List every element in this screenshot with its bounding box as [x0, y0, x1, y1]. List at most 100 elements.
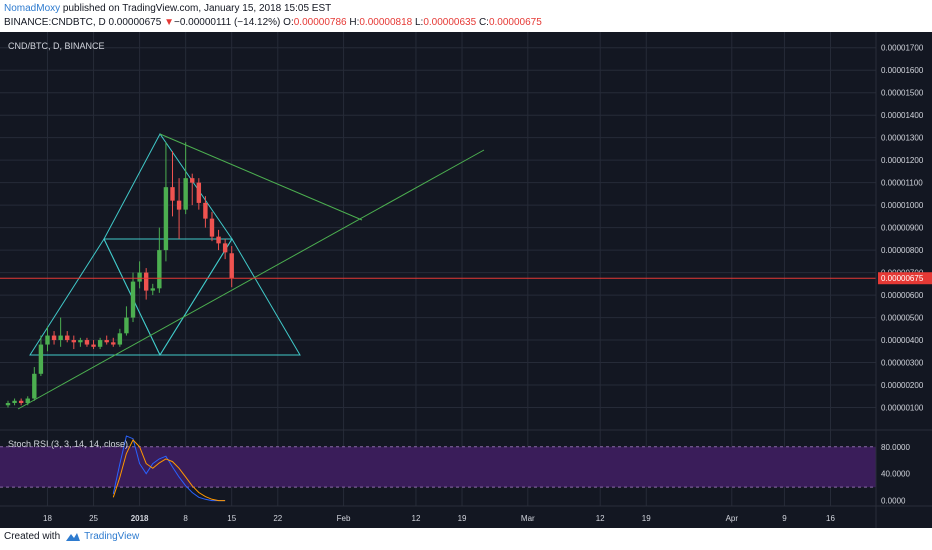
high-label: H: — [349, 17, 360, 28]
high-value: 0.00000818 — [359, 17, 413, 28]
candle-down — [229, 246, 234, 288]
candle-up — [97, 337, 103, 350]
stoch-rsi-axis[interactable]: 80.0000 40.0000 0.0000 — [881, 443, 910, 506]
change-arrow: ▼ — [164, 17, 174, 28]
candle-body — [111, 342, 116, 345]
candle-down — [196, 178, 202, 210]
time-tick-label: 22 — [273, 514, 282, 523]
price-tick-label: 0.00001700 — [881, 44, 924, 53]
candle-body — [65, 335, 70, 341]
time-tick-label: 8 — [183, 514, 188, 523]
candle-body — [176, 200, 182, 210]
candle-body — [32, 373, 37, 399]
time-tick-label: 9 — [782, 514, 787, 523]
close-value: 0.00000675 — [488, 17, 542, 28]
publish-info: NomadMoxy published on TradingView.com, … — [4, 3, 331, 14]
candle-body — [45, 335, 50, 345]
candle-body — [216, 236, 221, 244]
current-price-tag: 0.00000675 — [878, 272, 932, 285]
candle-down — [84, 337, 90, 347]
tradingview-logo-icon — [66, 532, 81, 541]
price-tick-label: 0.00000800 — [881, 246, 924, 255]
published-text: published on TradingView.com, January 15… — [62, 3, 332, 14]
time-tick-label: 2018 — [131, 514, 149, 523]
price-axis[interactable]: 0.00000100 0.00000200 0.00000300 0.00000400… — [881, 44, 924, 413]
candle-down — [170, 151, 175, 217]
candle-up — [130, 272, 136, 323]
price-tick-label: 0.00000100 — [881, 404, 924, 413]
candle-body — [190, 178, 195, 183]
candle-down — [176, 178, 182, 239]
time-tick-label: 12 — [596, 514, 605, 523]
stoch-rsi-label: Stoch RSI (3, 3, 14, 14, close) — [8, 439, 128, 449]
time-axis[interactable]: 18 25 2018 8 15 22 Feb 12 19 Mar 12 19 Apr 9 16 — [43, 514, 835, 523]
candle-down — [222, 238, 228, 260]
time-tick-label: 18 — [43, 514, 52, 523]
price-tick-label: 0.00001600 — [881, 66, 924, 75]
candle-down — [190, 173, 195, 206]
time-tick-label: Feb — [337, 514, 351, 523]
stoch-rsi-k-line — [112, 435, 226, 502]
candle-up — [117, 328, 123, 347]
candle-body — [5, 403, 11, 406]
time-tick-label: Apr — [726, 514, 739, 523]
stoch-rsi-tick-label: 0.0000 — [881, 497, 906, 506]
price-tick-label: 0.00000300 — [881, 359, 924, 368]
price-tick-label: 0.00001200 — [881, 156, 924, 165]
candle-up — [25, 396, 30, 406]
candle-up — [183, 142, 188, 215]
candle-body — [143, 272, 149, 291]
candle-body — [104, 340, 109, 343]
candle-down — [65, 331, 70, 343]
current-price-label: 0.00000675 — [881, 274, 924, 283]
candle-body — [163, 187, 169, 251]
triangle-inner — [103, 238, 233, 357]
candle-up — [163, 142, 169, 262]
candle-body — [117, 333, 123, 345]
price-tick-label: 0.00001300 — [881, 134, 924, 143]
stoch-rsi-tick-label: 40.0000 — [881, 470, 910, 479]
candle-body — [150, 288, 155, 291]
last-price: 0.00000675 — [108, 17, 162, 28]
candle-body — [229, 253, 234, 279]
candle-down — [104, 335, 109, 345]
candle-body — [51, 335, 57, 341]
candle-body — [124, 317, 129, 334]
author-link[interactable]: NomadMoxy — [4, 3, 61, 14]
ohlc-line: BINANCE:CNDBTC, D 0.00000675 ▼−0.0000011… — [4, 17, 542, 28]
chart-area[interactable]: CND/BTC, D, BINANCE Stoch RSI (3, 3, 14,… — [0, 32, 932, 528]
candle-up — [78, 337, 83, 347]
candle-down — [51, 331, 57, 345]
pane-title: CND/BTC, D, BINANCE — [8, 41, 105, 51]
candle-body — [137, 272, 142, 282]
candle-body — [170, 187, 175, 201]
candle-up — [150, 283, 155, 296]
descending-trendline — [159, 133, 363, 221]
candle-body — [91, 344, 96, 347]
candle-body — [196, 182, 202, 203]
candle-down — [111, 337, 116, 347]
time-tick-label: 15 — [227, 514, 236, 523]
created-with-text: Created with — [4, 531, 61, 542]
candle-down — [143, 268, 149, 300]
close-label: C: — [478, 17, 489, 28]
candle-body — [38, 344, 44, 374]
candle-body — [183, 178, 188, 210]
candle-body — [130, 281, 136, 318]
candle-down — [18, 398, 24, 406]
candle-body — [209, 218, 215, 237]
chart-background — [0, 32, 932, 528]
candle-body — [203, 202, 208, 219]
candle-up — [137, 261, 142, 289]
candle-down — [71, 335, 76, 350]
price-tick-label: 0.00001000 — [881, 201, 924, 210]
tradingview-link[interactable]: TradingView — [84, 531, 140, 542]
candle-body — [58, 335, 63, 341]
price-tick-label: 0.00000400 — [881, 336, 924, 345]
candle-body — [97, 340, 103, 347]
candle-body — [84, 340, 90, 345]
open-label: O: — [283, 17, 294, 28]
time-tick-label: 19 — [642, 514, 651, 523]
candle-body — [71, 340, 76, 343]
ascending-trendline — [17, 149, 485, 410]
